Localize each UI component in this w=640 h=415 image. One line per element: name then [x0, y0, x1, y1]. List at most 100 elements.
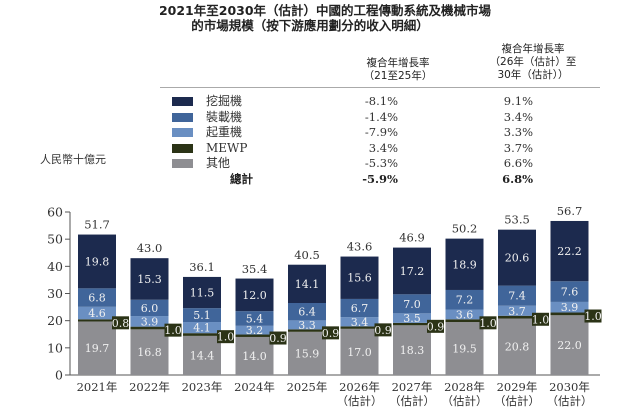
y-tick-label: 30 [47, 286, 63, 301]
bar-value-label: 7.0 [403, 298, 421, 311]
bar-total-label: 36.1 [189, 260, 215, 274]
total-label: 總計 [230, 172, 253, 186]
bar-segment [445, 289, 484, 310]
bar-segment [550, 312, 589, 316]
bar-total-label: 46.9 [399, 231, 425, 245]
legend-row-mewp: MEWP 3.4% 3.7% [172, 141, 612, 155]
bar-segment [288, 320, 326, 330]
bar-segment [288, 303, 326, 321]
bar-value-label: 1.0 [584, 310, 602, 323]
bar-value-label: 7.2 [456, 294, 474, 307]
bar-value-label: 0.9 [269, 332, 287, 345]
cagr-2026-2030-mewp: 3.7% [503, 141, 533, 155]
cagr-2026-2030-others: 6.6% [503, 156, 533, 170]
bar-segment [130, 329, 169, 375]
bar-value-label: 12.0 [242, 289, 267, 302]
bar-total-label: 51.7 [84, 218, 110, 232]
cagr-2026-2030-total: 6.8% [502, 172, 533, 186]
x-tick-label: 2021年 [77, 380, 118, 394]
cagr-header-2021-2025-line1: 複合年增長率 [366, 57, 430, 69]
x-tick-label: 2029年 [497, 380, 538, 394]
bar-value-label: 14.1 [295, 278, 320, 291]
cagr-header-2021-2025-line2: （21至25年） [363, 70, 433, 82]
bar-segment [340, 256, 379, 299]
y-tick-label: 40 [47, 259, 63, 274]
bar-value-label: 18.3 [400, 344, 425, 357]
mewp-label-box [532, 312, 549, 326]
bar-value-label: 0.9 [322, 327, 340, 340]
chart-title-line2: 的市場規模（按下游應用劃分的收入明細） [191, 18, 429, 33]
legend-label-loader: 裝載機 [206, 110, 243, 124]
x-tick-label: 2030年 [549, 380, 590, 394]
bar-segment [340, 328, 379, 375]
cagr-header-2026-2030-line1: 複合年增長率 [501, 43, 565, 55]
stacked-bar-chart: 0 10 20 30 40 50 60 19.70.8 4.6 6.8 19.8 51.7 2021年 1… [47, 204, 602, 408]
cagr-2021-2025-mewp: 3.4% [368, 141, 398, 155]
cagr-2026-2030-crane: 3.3% [503, 125, 533, 139]
bar-segment [550, 281, 589, 302]
bar-segment [235, 311, 274, 326]
cagr-2021-2025-crane: -7.9% [364, 125, 398, 139]
x-tick-label: 2028年 [444, 380, 485, 394]
bar-value-label: 17.2 [400, 265, 425, 278]
bar-segment [550, 315, 589, 375]
bar-value-label: 3.7 [508, 305, 526, 318]
mewp-label-box [217, 330, 234, 344]
bar-segment [78, 319, 116, 322]
bar-segment [498, 229, 536, 286]
bar-segment [340, 326, 379, 329]
cagr-2026-2030-excavator: 9.1% [503, 94, 533, 108]
bar-value-label: 1.0 [164, 324, 182, 337]
bar-value-label: 17.0 [347, 346, 372, 359]
bar-segment [445, 309, 484, 320]
bar-segment [183, 276, 221, 309]
bar-value-label: 20.6 [505, 252, 530, 265]
legend-swatch-loader [172, 113, 193, 122]
bar-segment [498, 318, 536, 375]
mewp-label-box [584, 309, 602, 323]
cagr-2021-2025-loader: -1.4% [364, 110, 398, 124]
legend-row-total: 總計 -5.9% 6.8% [172, 172, 612, 186]
bar-segment [393, 322, 431, 326]
bar-value-label: 22.2 [557, 245, 582, 258]
bar-total-label: 56.7 [557, 204, 583, 218]
cagr-2026-2030-loader: 3.4% [503, 110, 533, 124]
bar-value-label: 1.0 [479, 317, 497, 330]
bar-segment [235, 325, 274, 335]
y-tick-label: 0 [55, 368, 63, 383]
legend-row-crane: 起重機 -7.9% 3.3% [172, 125, 612, 139]
bar-segment [130, 299, 169, 317]
legend-swatch-mewp [172, 144, 193, 153]
legend-swatch-crane [172, 128, 193, 137]
bar-value-label: 7.6 [561, 286, 579, 299]
x-tick-label: 2022年 [129, 380, 170, 394]
bar-total-label: 50.2 [452, 222, 478, 236]
bar-segment [288, 264, 326, 304]
cagr-header-2026-2030: 複合年增長率 （26年（估計）至 30年（估計）） [468, 43, 598, 82]
bar-value-label: 6.0 [141, 302, 159, 315]
x-tick-label: （估計） [389, 394, 435, 408]
x-tick-label: 2024年 [234, 380, 275, 394]
bar-segment [393, 313, 431, 323]
bar-value-label: 15.6 [347, 272, 372, 285]
bar-segment [235, 334, 274, 337]
legend-row-others: 其他 -5.3% 6.6% [172, 156, 612, 170]
y-axis-unit-label: 人民幣十億元 [40, 153, 106, 166]
mewp-label-box [269, 331, 287, 345]
bar-value-label: 16.8 [137, 346, 162, 359]
bar-total-label: 43.0 [137, 241, 163, 255]
bar-segment [78, 234, 116, 289]
legend-label-others: 其他 [206, 156, 231, 170]
bar-value-label: 19.5 [452, 343, 477, 356]
bar-value-label: 11.5 [190, 287, 215, 300]
bar-segment [445, 319, 484, 323]
bar-value-label: 15.9 [295, 347, 320, 360]
chart-title: 2021年至2030年（估計）中國的工程傳動系統及機械市場 的市場規模（按下游應… [150, 3, 500, 33]
bar-segment [288, 331, 326, 375]
bar-value-label: 3.9 [141, 315, 159, 328]
bar-segment [340, 298, 379, 318]
bar-value-label: 1.0 [532, 313, 550, 326]
bar-segment [235, 278, 274, 312]
x-tick-label: （估計） [337, 394, 383, 408]
bar-segment [235, 336, 274, 375]
